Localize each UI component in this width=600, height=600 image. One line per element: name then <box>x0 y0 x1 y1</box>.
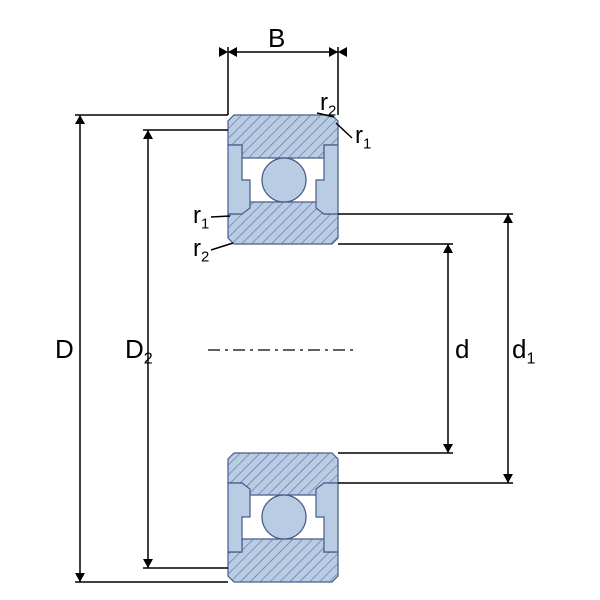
svg-text:B: B <box>268 23 285 53</box>
svg-text:r1: r1 <box>193 202 209 232</box>
svg-text:D: D <box>55 334 74 364</box>
svg-text:r1: r1 <box>355 122 371 152</box>
diagram-svg: BDD2dd1r2r1r1r2 <box>0 0 600 600</box>
svg-text:d1: d1 <box>512 334 535 368</box>
svg-text:r2: r2 <box>320 89 336 119</box>
svg-text:r2: r2 <box>193 235 209 265</box>
bearing-diagram: BDD2dd1r2r1r1r2 <box>0 0 600 600</box>
svg-text:d: d <box>455 334 469 364</box>
